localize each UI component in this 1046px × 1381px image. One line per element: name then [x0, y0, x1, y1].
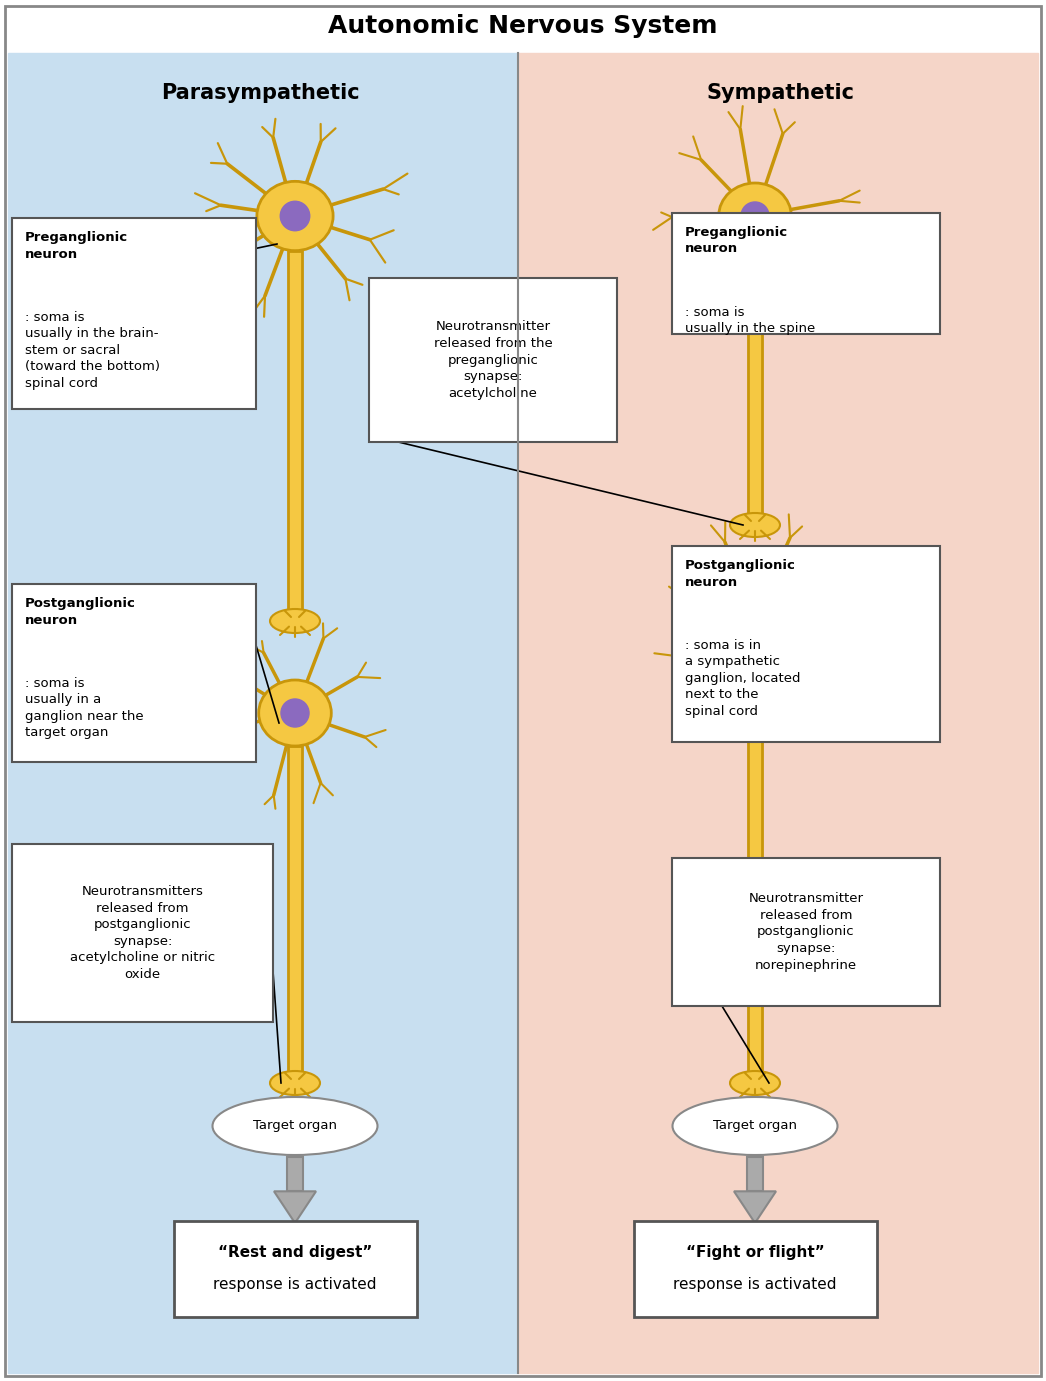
Text: : soma is
usually in the brain-
stem or sacral
(toward the bottom)
spinal cord: : soma is usually in the brain- stem or …: [25, 311, 160, 389]
Text: Postganglionic
neuron: Postganglionic neuron: [685, 559, 796, 588]
Ellipse shape: [741, 602, 769, 630]
Ellipse shape: [258, 679, 332, 746]
Text: Neurotransmitters
released from
postganglionic
synapse:
acetylcholine or nitric
: Neurotransmitters released from postgang…: [70, 885, 215, 981]
Ellipse shape: [270, 609, 320, 632]
Polygon shape: [734, 1192, 776, 1224]
Text: Preganglionic
neuron: Preganglionic neuron: [685, 226, 788, 255]
Ellipse shape: [281, 699, 309, 726]
FancyBboxPatch shape: [174, 1221, 416, 1317]
Text: Sympathetic: Sympathetic: [706, 83, 854, 104]
Bar: [748, 649, 761, 1081]
FancyBboxPatch shape: [672, 858, 940, 1005]
FancyBboxPatch shape: [369, 278, 617, 442]
Text: Neurotransmitter
released from the
preganglionic
synapse:
acetylcholine: Neurotransmitter released from the prega…: [434, 320, 552, 399]
FancyBboxPatch shape: [634, 1221, 877, 1317]
Text: “Rest and digest”: “Rest and digest”: [218, 1246, 372, 1261]
Text: Preganglionic
neuron: Preganglionic neuron: [25, 231, 128, 261]
Polygon shape: [747, 1157, 764, 1192]
Text: Parasympathetic: Parasympathetic: [161, 83, 360, 104]
Text: Neurotransmitter
released from
postganglionic
synapse:
norepinephrine: Neurotransmitter released from postgangl…: [749, 892, 864, 971]
Polygon shape: [274, 1192, 316, 1224]
Text: response is activated: response is activated: [213, 1277, 377, 1293]
Text: : soma is
usually in the spine: : soma is usually in the spine: [685, 305, 815, 336]
FancyBboxPatch shape: [12, 218, 256, 409]
Bar: [288, 251, 302, 619]
FancyBboxPatch shape: [12, 844, 273, 1022]
Ellipse shape: [280, 202, 310, 231]
Text: Target organ: Target organ: [713, 1120, 797, 1132]
Ellipse shape: [257, 181, 333, 250]
Bar: [288, 746, 302, 1081]
Bar: [518, 52, 1038, 1373]
Ellipse shape: [730, 1072, 780, 1095]
FancyBboxPatch shape: [672, 213, 940, 334]
Text: Postganglionic
neuron: Postganglionic neuron: [25, 597, 136, 627]
Text: Target organ: Target organ: [253, 1120, 337, 1132]
Bar: [0, 0, 1046, 52]
Text: “Fight or flight”: “Fight or flight”: [685, 1246, 824, 1261]
Polygon shape: [287, 1157, 303, 1192]
Bar: [748, 249, 761, 523]
Ellipse shape: [673, 1097, 838, 1155]
Text: : soma is
usually in a
ganglion near the
target organ: : soma is usually in a ganglion near the…: [25, 677, 143, 739]
FancyBboxPatch shape: [12, 584, 256, 762]
Text: : soma is in
a sympathetic
ganglion, located
next to the
spinal cord: : soma is in a sympathetic ganglion, loc…: [685, 639, 800, 718]
Ellipse shape: [212, 1097, 378, 1155]
Ellipse shape: [730, 512, 780, 537]
Text: response is activated: response is activated: [674, 1277, 837, 1293]
Bar: [8, 52, 518, 1373]
Ellipse shape: [719, 583, 792, 649]
Text: Autonomic Nervous System: Autonomic Nervous System: [328, 14, 718, 39]
Ellipse shape: [270, 1072, 320, 1095]
FancyBboxPatch shape: [672, 545, 940, 742]
Ellipse shape: [719, 184, 792, 249]
Ellipse shape: [741, 202, 769, 231]
